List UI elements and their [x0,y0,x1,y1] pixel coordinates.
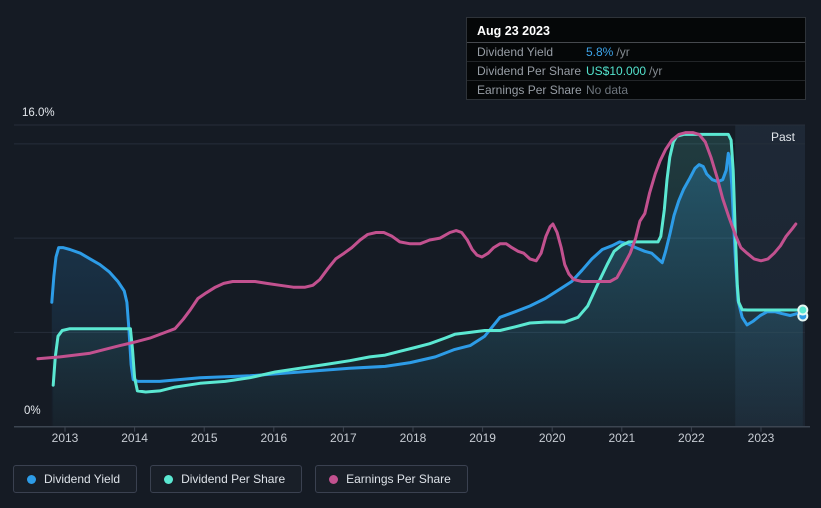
x-tick-label: 2016 [260,431,288,445]
y-axis-zero-label: 0% [24,405,41,417]
x-tick-label: 2020 [538,431,566,445]
legend-item-earnings-per-share[interactable]: Earnings Per Share [315,465,468,493]
x-tick-label: 2018 [399,431,427,445]
tooltip-label: Dividend Per Share [477,64,582,78]
x-tick-label: 2019 [469,431,496,445]
x-tick-label: 2015 [190,431,218,445]
chart-tooltip: Aug 23 2023 Dividend Yield 5.8% /yr Divi… [466,17,806,100]
legend-label: Dividend Per Share [181,472,286,486]
tooltip-value: No data [586,83,629,97]
tooltip-date: Aug 23 2023 [467,18,805,43]
x-tick-label: 2021 [608,431,636,445]
tooltip-value: US$10.000 [586,64,647,78]
legend-item-dividend-per-share[interactable]: Dividend Per Share [150,465,303,493]
x-tick-label: 2014 [121,431,148,445]
tooltip-row-dividend-per-share: Dividend Per Share US$10.000 /yr [467,62,805,81]
tooltip-row-earnings-per-share: Earnings Per Share No data [467,81,805,99]
legend-item-dividend-yield[interactable]: Dividend Yield [13,465,138,493]
tooltip-label: Dividend Yield [477,45,554,59]
tooltip-unit: /yr [616,45,630,59]
tooltip-value: 5.8% [586,45,614,59]
y-axis-top-label: 16.0% [22,107,55,119]
legend-label: Dividend Yield [44,472,121,486]
x-tick-label: 2017 [330,431,357,445]
series-line-dividend-per-share [51,132,805,394]
dividend-per-share-dot-icon [164,474,174,484]
x-tick-label: 2023 [747,431,775,445]
x-tick-label: 2022 [678,431,705,445]
series-fill-dividend-per-share [53,134,803,427]
x-tick-label: 2013 [51,431,79,445]
tooltip-row-dividend-yield: Dividend Yield 5.8% /yr [467,43,805,62]
dividend-yield-dot-icon [27,474,36,484]
series-line-earnings-per-share [36,131,798,361]
end-marker-dividend-per-share [797,304,809,316]
chart-legend: Dividend Yield Dividend Per Share Earnin… [13,465,468,493]
earnings-per-share-dot-icon [329,474,339,484]
tooltip-unit: /yr [649,64,663,78]
series-line-dividend-yield [50,151,805,383]
tooltip-label: Earnings Per Share [477,83,582,97]
legend-label: Earnings Per Share [346,472,451,486]
past-region-label: Past [771,130,796,144]
